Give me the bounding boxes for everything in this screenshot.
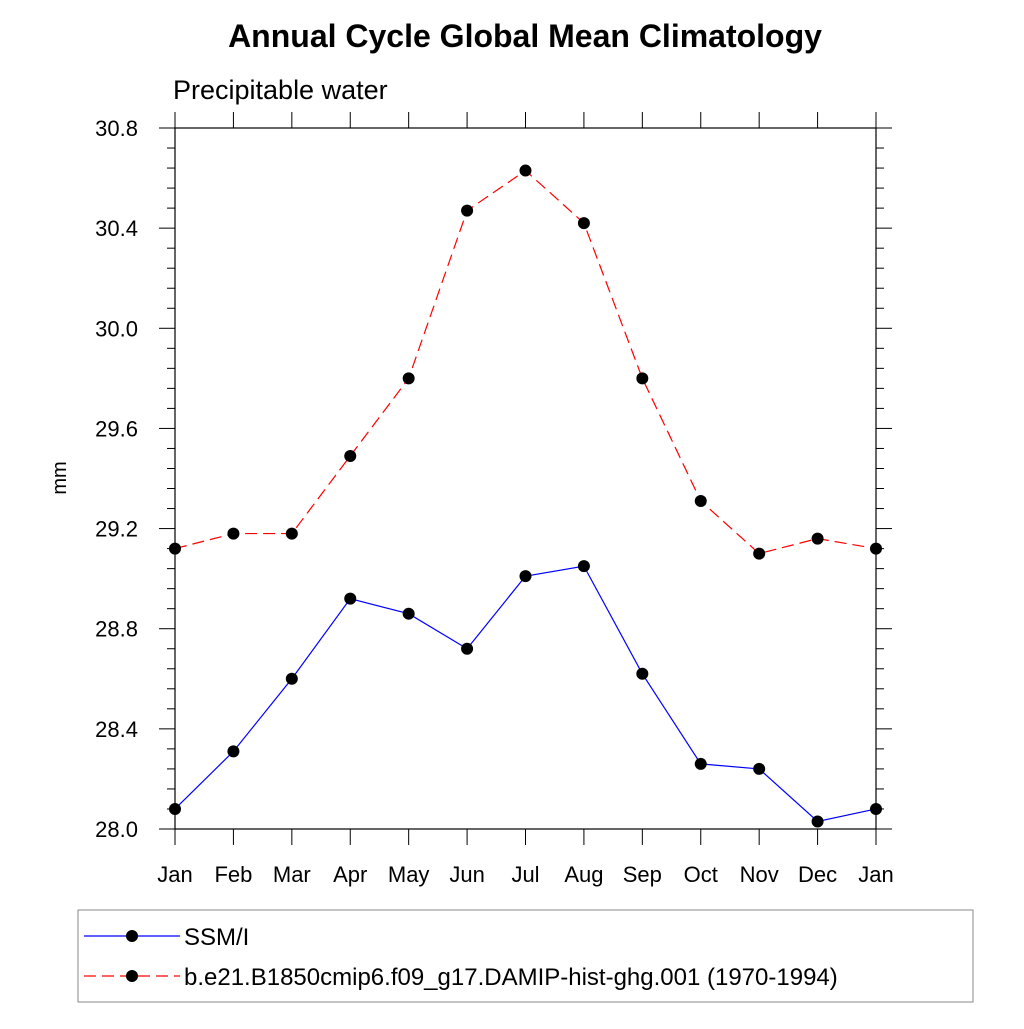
plot-area: 28.0 28.4 28.8 29.2 29.6 30.0 30.4 30.8 Jan Feb Ma… [95, 112, 894, 887]
data-point-series-0 [227, 745, 240, 758]
data-point-series-1 [636, 372, 649, 385]
data-point-series-0 [169, 802, 181, 815]
x-tick-label: Mar [273, 862, 311, 887]
plot-frame [174, 127, 877, 830]
x-tick-label: Feb [214, 862, 252, 887]
series-line-1 [174, 169, 877, 555]
data-point-series-1 [870, 542, 882, 555]
data-point-series-0 [402, 607, 415, 620]
y-tick-label: 30.8 [95, 116, 138, 141]
data-point-series-1 [169, 542, 181, 555]
y-axis-label: mm [49, 461, 71, 494]
y-tick-label: 30.0 [95, 316, 138, 341]
data-point-series-1 [344, 449, 357, 462]
data-point-series-0 [753, 762, 766, 775]
legend-marker-0 [126, 930, 138, 942]
legend: SSM/I b.e21.B1850cmip6.f09_g17.DAMIP-hist… [77, 909, 974, 1003]
data-point-series-0 [344, 592, 357, 605]
legend-label-0: SSM/I [184, 924, 249, 951]
data-point-series-1 [285, 527, 298, 540]
legend-marker-1 [126, 970, 138, 982]
y-tick-label: 29.2 [95, 517, 138, 542]
chart-title: Annual Cycle Global Mean Climatology [228, 18, 822, 54]
data-point-series-1 [694, 495, 707, 508]
data-point-series-0 [285, 672, 298, 685]
y-tick-label: 28.0 [95, 817, 138, 842]
x-tick-label: May [388, 862, 430, 887]
data-point-series-1 [227, 527, 240, 540]
data-point-series-1 [519, 164, 532, 177]
data-point-series-1 [811, 532, 824, 545]
y-tick-label: 30.4 [95, 216, 138, 241]
data-point-series-0 [636, 667, 649, 680]
y-tick-label: 28.8 [95, 617, 138, 642]
x-tick-label: Oct [684, 862, 718, 887]
data-point-series-0 [577, 560, 590, 573]
data-point-series-1 [753, 547, 766, 560]
x-tick-label: Nov [740, 862, 779, 887]
data-point-series-0 [811, 815, 824, 828]
data-point-series-0 [461, 642, 474, 655]
x-tick-label: Sep [623, 862, 662, 887]
x-tick-label: Dec [798, 862, 837, 887]
x-tick-label: Apr [333, 862, 367, 887]
y-tick-label: 28.4 [95, 717, 138, 742]
x-tick-label: Jan [157, 862, 192, 887]
chart-subtitle: Precipitable water [173, 75, 388, 105]
y-tick-label: 29.6 [95, 416, 138, 441]
data-point-series-1 [577, 217, 590, 230]
x-tick-label: Jun [449, 862, 484, 887]
series-line-0 [174, 565, 877, 823]
x-tick-label: Aug [564, 862, 603, 887]
data-point-series-0 [519, 570, 532, 583]
x-tick-label: Jul [511, 862, 539, 887]
data-point-series-1 [461, 204, 474, 217]
legend-box [77, 909, 974, 1003]
data-point-series-1 [402, 372, 415, 385]
x-tick-label: Jan [858, 862, 893, 887]
legend-label-1: b.e21.B1850cmip6.f09_g17.DAMIP-hist-ghg.… [184, 964, 838, 991]
data-point-series-0 [870, 802, 882, 815]
data-point-series-0 [694, 757, 707, 770]
